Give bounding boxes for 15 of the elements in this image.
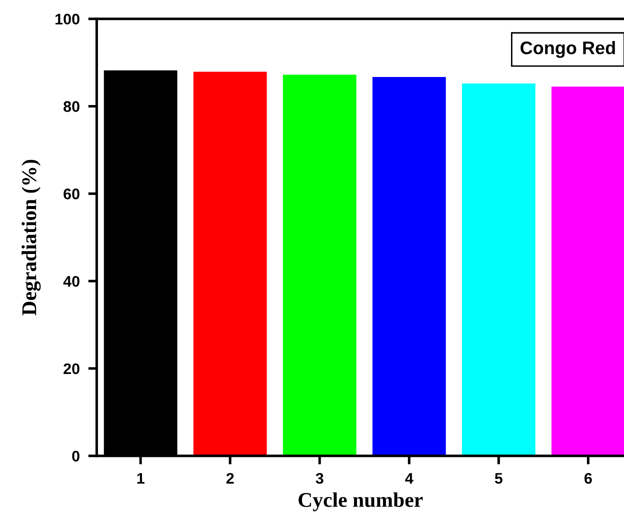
annotation: Congo Red bbox=[520, 41, 615, 58]
y-tick-label: 40 bbox=[63, 276, 80, 287]
x-tick-label: 4 bbox=[405, 473, 414, 484]
x-tick-label: 5 bbox=[494, 473, 502, 484]
y-tick-label: 60 bbox=[64, 188, 80, 200]
y-tick-label: 20 bbox=[64, 363, 80, 374]
y-tick-label: 0 bbox=[72, 450, 80, 462]
x-tick-label: 6 bbox=[584, 472, 592, 484]
y-tick-label: 100 bbox=[56, 14, 80, 25]
y-tick-label: 80 bbox=[64, 101, 80, 112]
y-axis-title: Degradiation (%) bbox=[22, 160, 41, 316]
x-tick-label: 2 bbox=[226, 472, 234, 484]
x-axis-title: Cycle number bbox=[298, 492, 423, 512]
x-tick-label: 3 bbox=[316, 472, 324, 484]
x-tick-label: 1 bbox=[137, 473, 144, 484]
